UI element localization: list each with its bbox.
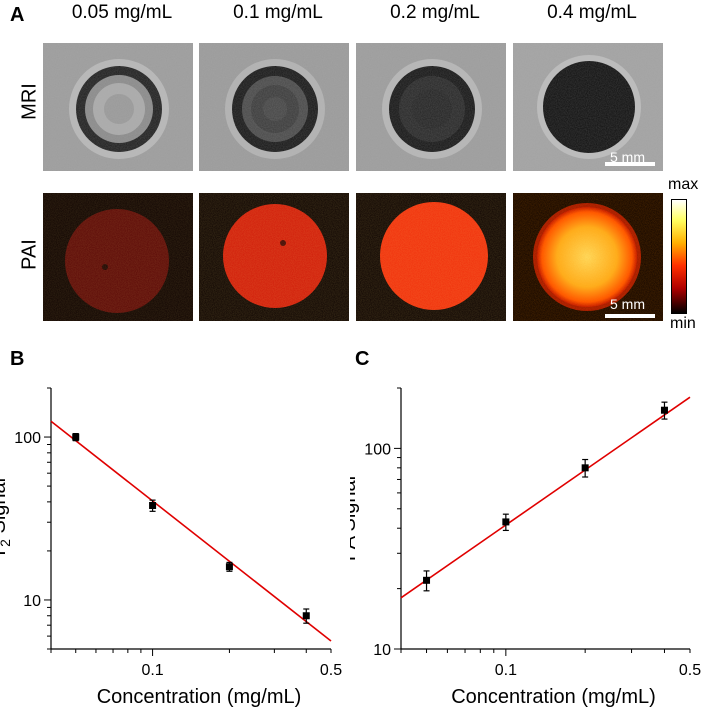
chart-c-x-tick-label: 0.1 bbox=[495, 662, 517, 679]
chart-b-x-tick-label: 0.5 bbox=[320, 662, 342, 679]
scale-bar-pai bbox=[605, 314, 655, 318]
chart-b-fit-line bbox=[50, 420, 332, 642]
panel-label-b: B bbox=[10, 348, 25, 370]
pai-image-1 bbox=[43, 193, 193, 321]
chart-c-data-point bbox=[502, 518, 510, 526]
chart-c-x-axis-label: Concentration (mg/mL) bbox=[451, 686, 656, 708]
colorbar bbox=[671, 199, 687, 314]
colorbar-min-label: min bbox=[670, 315, 696, 332]
scale-bar-label-pai: 5 mm bbox=[610, 296, 645, 312]
pai-image-2 bbox=[199, 193, 349, 321]
chart-b: 10 100 0.1 0.5 Concentration (mg/mL) T2 Signa… bbox=[0, 387, 342, 708]
chart-c-y-axis-label: PA Signal bbox=[350, 476, 360, 561]
concentration-label-1: 0.05 mg/mL bbox=[71, 2, 173, 23]
row-label-pai: PAI bbox=[18, 239, 41, 270]
mri-image-1 bbox=[43, 43, 193, 171]
chart-b-x-tick-label: 0.1 bbox=[141, 662, 163, 679]
concentration-label-3: 0.2 mg/mL bbox=[390, 2, 480, 23]
chart-c: 10 100 0.1 0.5 Concentration (mg/mL) PA Signa… bbox=[350, 387, 701, 708]
concentration-label-2: 0.1 mg/mL bbox=[233, 2, 323, 23]
scale-bar-mri bbox=[605, 162, 655, 166]
chart-b-x-axis-label: Concentration (mg/mL) bbox=[97, 686, 302, 708]
chart-b-y-tick-label: 100 bbox=[14, 430, 41, 447]
concentration-label-4: 0.4 mg/mL bbox=[547, 2, 637, 23]
panel-label-c: C bbox=[355, 348, 370, 370]
chart-c-data-point bbox=[581, 464, 589, 472]
chart-c-y-tick-label: 100 bbox=[364, 441, 391, 458]
chart-b-data-point bbox=[302, 612, 310, 620]
chart-b-y-tick-label: 10 bbox=[23, 593, 41, 610]
chart-c-y-tick-label: 10 bbox=[373, 642, 391, 659]
chart-b-y-axis-label: T2 Signal bbox=[0, 478, 13, 559]
chart-c-fit-line bbox=[400, 396, 691, 599]
panel-label-a: A bbox=[10, 4, 25, 26]
chart-c-x-tick-label: 0.5 bbox=[679, 662, 701, 679]
row-label-mri: MRI bbox=[18, 83, 41, 120]
pai-image-3 bbox=[356, 193, 506, 321]
chart-b-data-point bbox=[149, 502, 157, 510]
chart-c-data-point bbox=[423, 576, 431, 584]
mri-image-3 bbox=[356, 43, 506, 171]
chart-b-data-point bbox=[225, 563, 233, 571]
mri-image-2 bbox=[199, 43, 349, 171]
scale-bar-label-mri: 5 mm bbox=[610, 149, 645, 165]
mri-image-4 bbox=[513, 43, 663, 171]
colorbar-max-label: max bbox=[668, 176, 699, 193]
pai-image-4 bbox=[513, 193, 663, 321]
chart-b-data-point bbox=[72, 433, 80, 441]
chart-c-data-point bbox=[660, 406, 668, 414]
